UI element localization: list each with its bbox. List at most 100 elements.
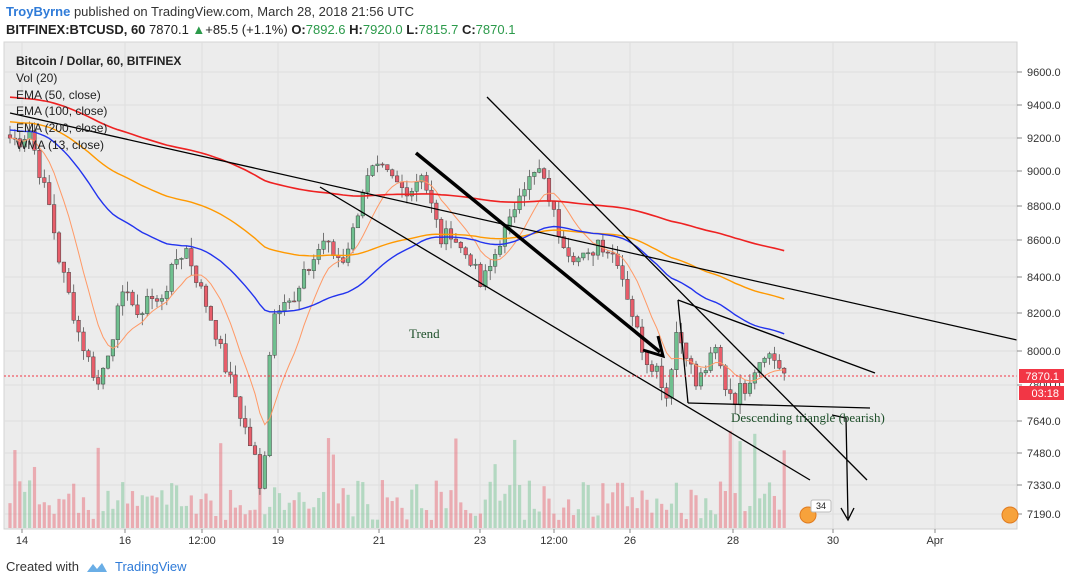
chart-legend: Bitcoin / Dollar, 60, BITFINEX Vol (20) … bbox=[16, 53, 181, 154]
triangle-left-edge bbox=[677, 299, 689, 404]
volume-bar bbox=[277, 493, 282, 528]
candle-body bbox=[174, 259, 179, 265]
candle-body bbox=[223, 343, 228, 373]
volume-bar bbox=[464, 509, 468, 528]
candle-body bbox=[708, 352, 713, 371]
footer: Created with TradingView bbox=[6, 559, 187, 574]
volume-bar bbox=[665, 509, 669, 528]
tradingview-logo-icon bbox=[86, 562, 107, 572]
volume-bar bbox=[194, 513, 198, 528]
volume-bar bbox=[292, 500, 296, 528]
volume-bar bbox=[13, 450, 17, 528]
volume-bar bbox=[175, 485, 179, 528]
tradingview-link[interactable]: TradingView bbox=[114, 559, 187, 574]
volume-bar bbox=[748, 505, 752, 528]
breakdown-arrowhead-icon bbox=[840, 507, 855, 522]
volume-bar bbox=[62, 499, 66, 528]
candle-body bbox=[571, 255, 576, 263]
volume-bar bbox=[527, 480, 531, 528]
volume-bar bbox=[165, 504, 169, 528]
price-tick-label: 7330.0 bbox=[1027, 480, 1061, 492]
candle-body bbox=[620, 265, 625, 280]
volume-bar bbox=[532, 508, 536, 528]
volume-bar bbox=[326, 438, 331, 528]
close-label: C: bbox=[461, 22, 476, 37]
last-price: 7870.1 bbox=[149, 22, 189, 37]
volume-bar bbox=[228, 489, 233, 528]
legend-ema-200[interactable]: EMA (200, close) bbox=[16, 121, 108, 136]
volume-bar bbox=[547, 498, 551, 528]
volume-bar bbox=[444, 508, 448, 528]
channel-lower-line bbox=[319, 186, 811, 481]
candle-body bbox=[375, 163, 380, 166]
volume-bar bbox=[679, 512, 683, 528]
candle-body bbox=[105, 355, 111, 369]
volume-bar bbox=[655, 498, 659, 528]
candle-body bbox=[228, 371, 233, 376]
volume-bar bbox=[116, 500, 120, 528]
candle-body bbox=[635, 316, 640, 328]
volume-bar bbox=[390, 501, 394, 528]
volume-bar bbox=[508, 485, 512, 528]
volume-bar bbox=[586, 485, 590, 528]
candle-body bbox=[297, 287, 302, 302]
candle-body bbox=[615, 253, 620, 267]
volume-bar bbox=[297, 492, 301, 528]
volume-bars bbox=[8, 430, 786, 528]
volume-bar bbox=[498, 500, 502, 528]
candle-body bbox=[66, 272, 71, 293]
candle-body bbox=[576, 257, 581, 263]
candle-body bbox=[566, 247, 571, 257]
triangle-label: Descending triangle (bearish) bbox=[731, 410, 885, 425]
volume-bar bbox=[483, 499, 487, 528]
candle-body bbox=[7, 134, 13, 139]
volume-bar bbox=[130, 491, 135, 528]
volume-bar bbox=[72, 483, 76, 528]
volume-bar bbox=[189, 495, 193, 528]
candle-body bbox=[752, 372, 757, 384]
candle-body bbox=[488, 266, 493, 272]
legend-wma-13[interactable]: WMA (13, close) bbox=[16, 137, 105, 152]
legend-volume[interactable]: Vol (20) bbox=[16, 70, 58, 85]
time-tick-label: 14 bbox=[16, 535, 28, 547]
legend-ema-50[interactable]: EMA (50, close) bbox=[16, 87, 101, 102]
dividend-icon[interactable] bbox=[1001, 506, 1019, 524]
author-link[interactable]: TroyByrne bbox=[6, 4, 71, 19]
moving-averages bbox=[9, 96, 785, 426]
candle-body bbox=[316, 249, 321, 260]
candle-body bbox=[189, 248, 194, 267]
triangle-upper-line bbox=[677, 299, 876, 374]
candle-body bbox=[287, 300, 292, 303]
volume-bar bbox=[743, 511, 747, 528]
candle-body bbox=[458, 242, 463, 249]
volume-bar bbox=[640, 490, 644, 528]
volume-bar bbox=[518, 485, 522, 528]
event-count: 34 bbox=[816, 501, 826, 511]
candle-body bbox=[164, 291, 169, 299]
event-badge[interactable]: 34 bbox=[799, 499, 832, 524]
published-text: published on TradingView.com, March 28, … bbox=[73, 4, 415, 19]
candle-body bbox=[404, 187, 409, 197]
volume-bar bbox=[522, 519, 527, 528]
volume-bar bbox=[424, 510, 429, 528]
candle-body bbox=[473, 263, 478, 266]
candle-body bbox=[581, 252, 586, 259]
candle-body bbox=[61, 261, 66, 273]
legend-ema-100[interactable]: EMA (100, close) bbox=[16, 104, 108, 119]
candle-body bbox=[718, 347, 723, 367]
candle-body bbox=[301, 269, 307, 289]
candle-body bbox=[282, 302, 287, 311]
volume-bar bbox=[542, 486, 546, 528]
time-axis[interactable]: 14 16 12:00 19 21 23 12:00 26 28 30 Apr bbox=[4, 528, 1017, 547]
candle-body bbox=[350, 227, 356, 250]
candle-body bbox=[453, 238, 458, 243]
price-axis[interactable]: 7190.07330.07480.07640.07800.08000.08200… bbox=[1016, 42, 1061, 529]
candle-body bbox=[272, 313, 277, 356]
volume-bar bbox=[385, 497, 389, 528]
price-chart[interactable]: Trend Descending triangle (bearish) 7190… bbox=[0, 40, 1075, 552]
candle-body bbox=[135, 304, 140, 315]
volume-bar bbox=[52, 513, 56, 528]
volume-bar bbox=[758, 498, 762, 528]
candle-body bbox=[483, 270, 488, 287]
candle-body bbox=[762, 357, 767, 363]
